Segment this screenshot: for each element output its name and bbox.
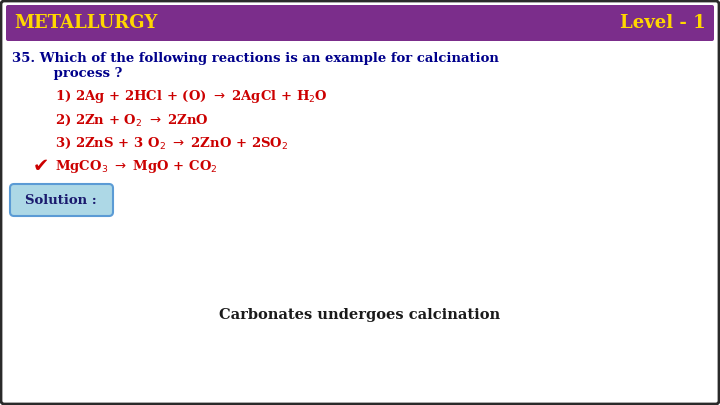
- Text: MgCO$_3$ $\rightarrow$ MgO + CO$_2$: MgCO$_3$ $\rightarrow$ MgO + CO$_2$: [55, 158, 218, 175]
- Text: 1) 2Ag + 2HCl + (O) $\rightarrow$ 2AgCl + H$_2$O: 1) 2Ag + 2HCl + (O) $\rightarrow$ 2AgCl …: [55, 88, 328, 105]
- Text: process ?: process ?: [12, 67, 122, 80]
- Text: ✔: ✔: [33, 156, 50, 175]
- Text: Solution :: Solution :: [25, 194, 97, 207]
- Text: 3) 2ZnS + 3 O$_2$ $\rightarrow$ 2ZnO + 2SO$_2$: 3) 2ZnS + 3 O$_2$ $\rightarrow$ 2ZnO + 2…: [55, 136, 289, 151]
- Text: 2) 2Zn + O$_2$ $\rightarrow$ 2ZnO: 2) 2Zn + O$_2$ $\rightarrow$ 2ZnO: [55, 113, 209, 128]
- Text: METALLURGY: METALLURGY: [14, 14, 158, 32]
- Text: 35. Which of the following reactions is an example for calcination: 35. Which of the following reactions is …: [12, 52, 499, 65]
- Text: Carbonates undergoes calcination: Carbonates undergoes calcination: [220, 308, 500, 322]
- FancyBboxPatch shape: [10, 184, 113, 216]
- FancyBboxPatch shape: [6, 5, 714, 41]
- Text: Level - 1: Level - 1: [621, 14, 706, 32]
